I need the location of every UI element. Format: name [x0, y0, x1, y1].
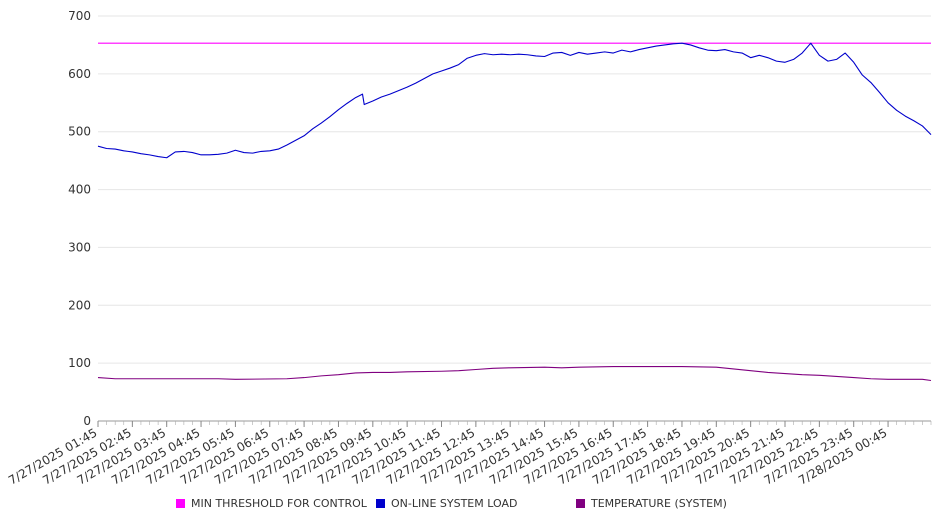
- y-tick-label: 0: [83, 414, 91, 428]
- legend-item: TEMPERATURE (SYSTEM): [576, 497, 727, 510]
- series-line-temperature-system: [97, 366, 932, 382]
- legend-label: ON-LINE SYSTEM LOAD: [391, 497, 518, 510]
- y-tick-label: 700: [68, 9, 91, 23]
- legend-label: TEMPERATURE (SYSTEM): [591, 497, 727, 510]
- legend-item: ON-LINE SYSTEM LOAD: [376, 497, 517, 510]
- legend-swatch: [176, 499, 185, 508]
- series-line-on-line-system-load: [97, 42, 932, 159]
- y-tick-label: 400: [68, 183, 91, 197]
- legend-label: MIN THRESHOLD FOR CONTROL: [191, 497, 367, 510]
- y-tick-label: 100: [68, 356, 91, 370]
- y-tick-label: 300: [68, 240, 91, 254]
- legend-swatch: [576, 499, 585, 508]
- y-tick-label: 500: [68, 125, 91, 139]
- y-tick-label: 600: [68, 67, 91, 81]
- y-tick-label: 200: [68, 298, 91, 312]
- legend-swatch: [376, 499, 385, 508]
- legend-item: MIN THRESHOLD FOR CONTROL: [176, 497, 367, 510]
- chart-legend: MIN THRESHOLD FOR CONTROL ON-LINE SYSTEM …: [0, 497, 946, 515]
